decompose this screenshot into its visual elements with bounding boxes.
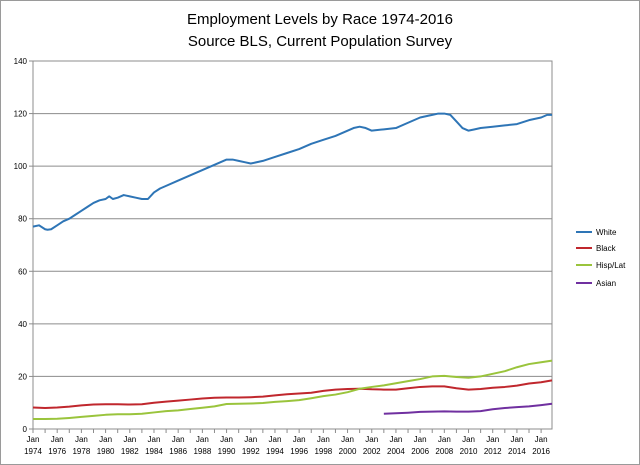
x-tick-label-year: 2010 [460, 447, 478, 456]
x-tick-label-year: 1978 [72, 447, 90, 456]
x-tick-label-top: Jan [510, 435, 523, 444]
series-lines [32, 112, 553, 421]
y-tick-label: 120 [14, 110, 28, 119]
chart-title: Employment Levels by Race 1974-2016 [187, 11, 453, 28]
y-tick-label: 40 [18, 320, 27, 329]
x-tick-label-year: 2014 [508, 447, 526, 456]
x-tick-label-year: 2016 [532, 447, 550, 456]
y-tick-label: 100 [14, 162, 28, 171]
x-tick-label-top: Jan [269, 435, 282, 444]
x-tick-label-top: Jan [148, 435, 161, 444]
x-tick-label-year: 2002 [363, 447, 381, 456]
x-tick-label-top: Jan [341, 435, 354, 444]
x-tick-label-top: Jan [414, 435, 427, 444]
x-tick-label-year: 1990 [218, 447, 236, 456]
x-tick-label-top: Jan [244, 435, 257, 444]
x-tick-label-year: 1982 [121, 447, 139, 456]
y-tick-label: 140 [14, 57, 28, 66]
x-tick-label-top: Jan [438, 435, 451, 444]
x-tick-label-top: Jan [196, 435, 209, 444]
x-tick-label-top: Jan [317, 435, 330, 444]
y-tick-label: 60 [18, 267, 27, 276]
legend-label: Asian [596, 279, 616, 288]
y-axis-ticks: 0 20 40 60 80 100 120 140 [14, 57, 33, 434]
grid-lines [33, 113, 552, 377]
x-axis-ticks: Jan 1974 Jan 1976 Jan 1978 Jan 1980 Jan 1982 Jan 19… [24, 429, 551, 456]
y-tick-label: 20 [18, 372, 27, 381]
series-line-hisp-lat [33, 359, 553, 421]
x-tick-label-top: Jan [123, 435, 136, 444]
x-tick-label-year: 1974 [24, 447, 42, 456]
x-tick-label-top: Jan [293, 435, 306, 444]
x-tick-label-year: 1976 [48, 447, 66, 456]
x-tick-label-top: Jan [75, 435, 88, 444]
legend-label: White [596, 228, 617, 237]
series-line-asian [383, 402, 553, 415]
x-tick-label-top: Jan [365, 435, 378, 444]
x-tick-label-top: Jan [389, 435, 402, 444]
series-line-black [32, 379, 553, 409]
x-tick-label-top: Jan [220, 435, 233, 444]
legend-label: Hisp/Lat [596, 261, 626, 270]
series-line-white [32, 112, 552, 231]
x-tick-label-year: 1996 [290, 447, 308, 456]
x-tick-label-year: 2012 [484, 447, 502, 456]
x-tick-label-year: 2008 [435, 447, 453, 456]
x-tick-label-top: Jan [535, 435, 548, 444]
x-tick-label-year: 2004 [387, 447, 405, 456]
x-tick-label-year: 1984 [145, 447, 163, 456]
x-tick-label-top: Jan [99, 435, 112, 444]
x-tick-label-top: Jan [486, 435, 499, 444]
x-tick-label-top: Jan [27, 435, 40, 444]
plot-area [32, 60, 553, 430]
x-tick-label-top: Jan [51, 435, 64, 444]
legend-label: Black [596, 244, 617, 253]
x-tick-label-year: 2000 [339, 447, 357, 456]
y-tick-label: 0 [23, 425, 28, 434]
x-tick-label-year: 1986 [169, 447, 187, 456]
x-tick-label-year: 2006 [411, 447, 429, 456]
x-tick-label-year: 1998 [314, 447, 332, 456]
x-tick-label-year: 1994 [266, 447, 284, 456]
chart-subtitle: Source BLS, Current Population Survey [188, 33, 453, 50]
legend: White Black Hisp/Lat Asian [576, 228, 626, 288]
x-tick-label-top: Jan [462, 435, 475, 444]
x-tick-label-year: 1980 [97, 447, 115, 456]
x-tick-label-year: 1992 [242, 447, 260, 456]
x-tick-label-top: Jan [172, 435, 185, 444]
y-tick-label: 80 [18, 215, 27, 224]
x-tick-label-year: 1988 [193, 447, 211, 456]
